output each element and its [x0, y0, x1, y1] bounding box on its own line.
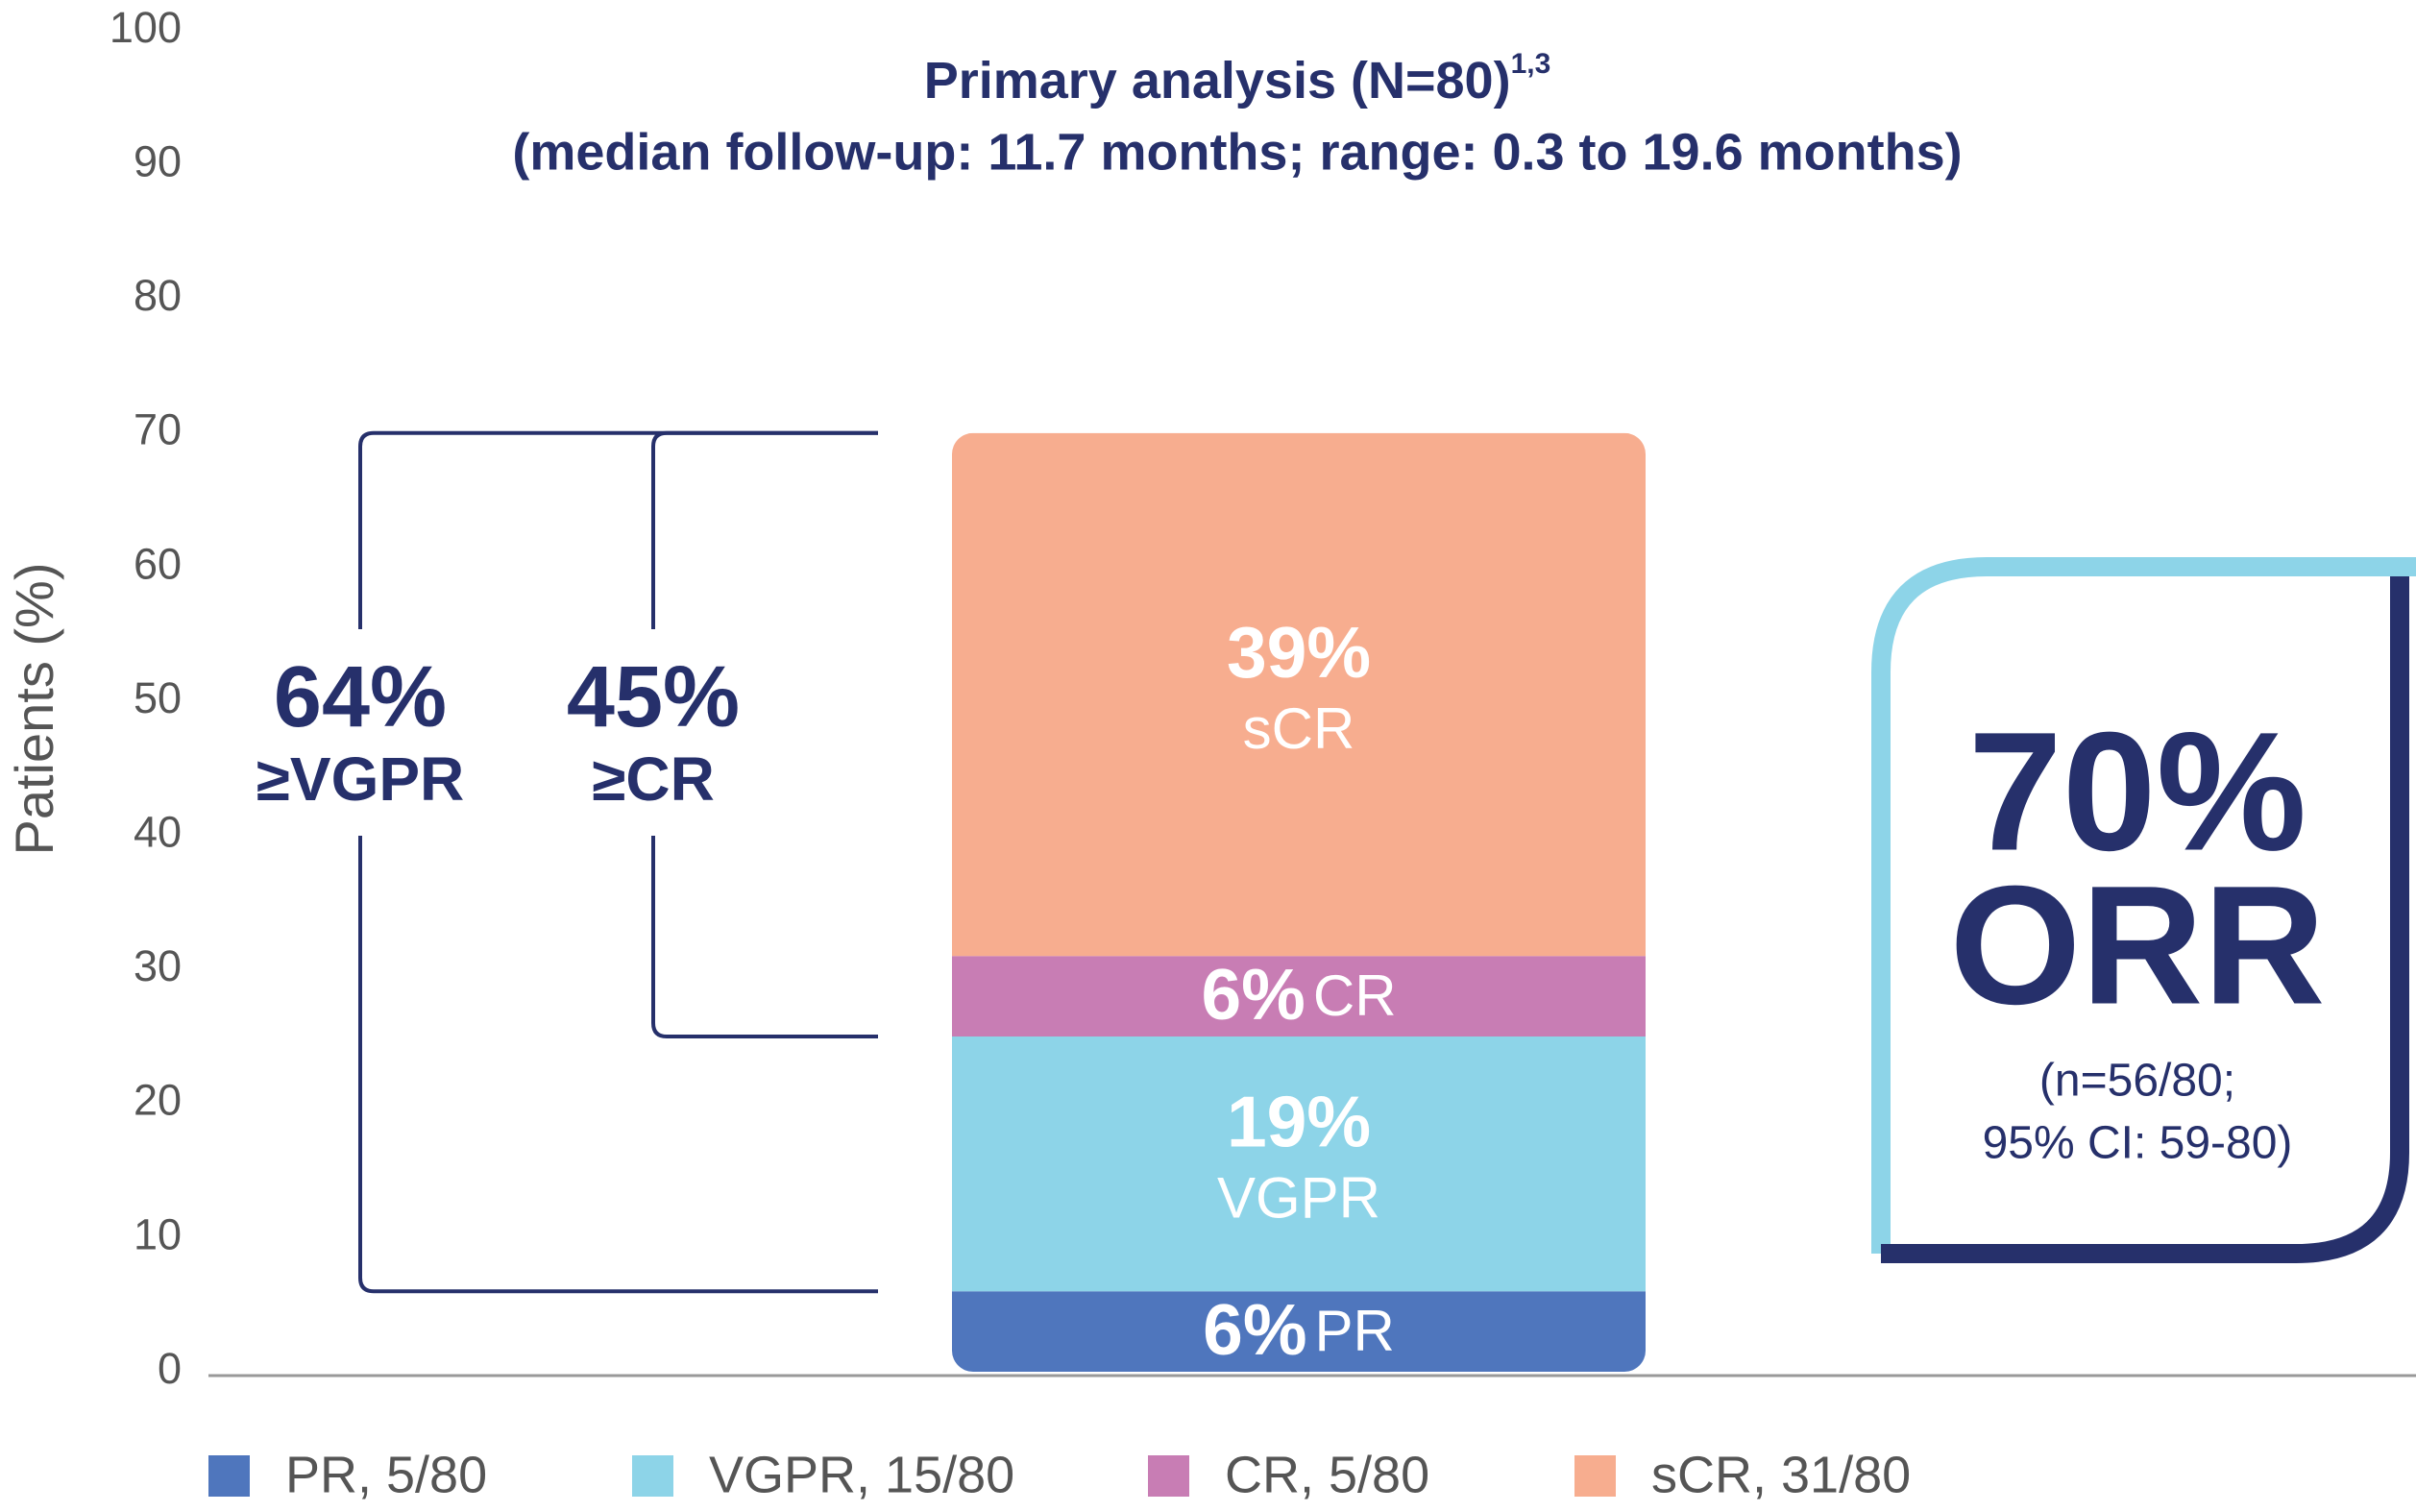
- segment-text: 6% PR: [1203, 1289, 1395, 1370]
- orr-value: 70%: [1968, 697, 2306, 886]
- y-tick-label: 50: [134, 673, 182, 722]
- bracket-value: 45%: [567, 649, 740, 745]
- segment-label: VGPR: [1217, 1165, 1380, 1230]
- chart-title: Primary analysis (N=80)1,3: [924, 48, 1551, 110]
- legend-swatch: [1574, 1455, 1616, 1497]
- y-tick-label: 60: [134, 539, 182, 588]
- value-label: 19%: [1227, 1081, 1371, 1161]
- y-tick-label: 0: [158, 1344, 182, 1393]
- bar-stack: [952, 432, 1646, 1372]
- segment-label: sCR: [1243, 696, 1355, 761]
- bracket-label: ≥VGPR: [256, 744, 465, 814]
- orr-note: 95% CI: 59-80): [1983, 1118, 2293, 1169]
- segment-label: CR: [1313, 963, 1397, 1028]
- orr-box-dark: [1881, 576, 2409, 1263]
- legend-swatch: [632, 1455, 673, 1497]
- bracket-value: 64%: [274, 649, 447, 745]
- bracket: [651, 430, 878, 1038]
- orr-box-light: [1871, 557, 2416, 1254]
- bar-segment: [952, 956, 1646, 1036]
- legend-swatch: [1148, 1455, 1189, 1497]
- y-tick-label: 30: [134, 941, 182, 990]
- y-tick-label: 100: [110, 3, 182, 52]
- bracket-label: ≥CR: [592, 744, 715, 814]
- y-axis-label: Patients (%): [4, 563, 64, 856]
- legend-label: VGPR, 15/80: [709, 1446, 1014, 1503]
- value-label: 6%: [1201, 954, 1305, 1035]
- legend-label: CR, 5/80: [1225, 1446, 1429, 1503]
- legend-label: sCR, 31/80: [1651, 1446, 1911, 1503]
- bar-segment: [952, 1036, 1646, 1292]
- chart-subtitle: (median follow-up: 11.7 months; range: 0…: [512, 123, 1962, 181]
- legend-swatch: [208, 1455, 250, 1497]
- value-label: 39%: [1227, 612, 1371, 693]
- y-tick-label: 10: [134, 1209, 182, 1258]
- title-note: 1,3: [1511, 48, 1551, 80]
- orr-note: (n=56/80;: [2039, 1056, 2235, 1107]
- segment-label: PR: [1315, 1299, 1395, 1363]
- bar-segment: [952, 1291, 1646, 1372]
- y-tick-label: 20: [134, 1076, 182, 1125]
- bar-segment: [952, 432, 1646, 957]
- legend-label: PR, 5/80: [285, 1446, 487, 1503]
- segment-text: 6% CR: [1201, 954, 1396, 1035]
- value-label: 6%: [1203, 1289, 1306, 1370]
- y-tick-label: 40: [134, 807, 182, 856]
- bracket: [358, 430, 878, 1294]
- title-text: Primary analysis (N=80): [924, 52, 1511, 110]
- y-tick-label: 90: [134, 136, 182, 185]
- y-tick-label: 80: [134, 271, 182, 320]
- y-tick-label: 70: [134, 405, 182, 454]
- orr-label: ORR: [1949, 851, 2325, 1039]
